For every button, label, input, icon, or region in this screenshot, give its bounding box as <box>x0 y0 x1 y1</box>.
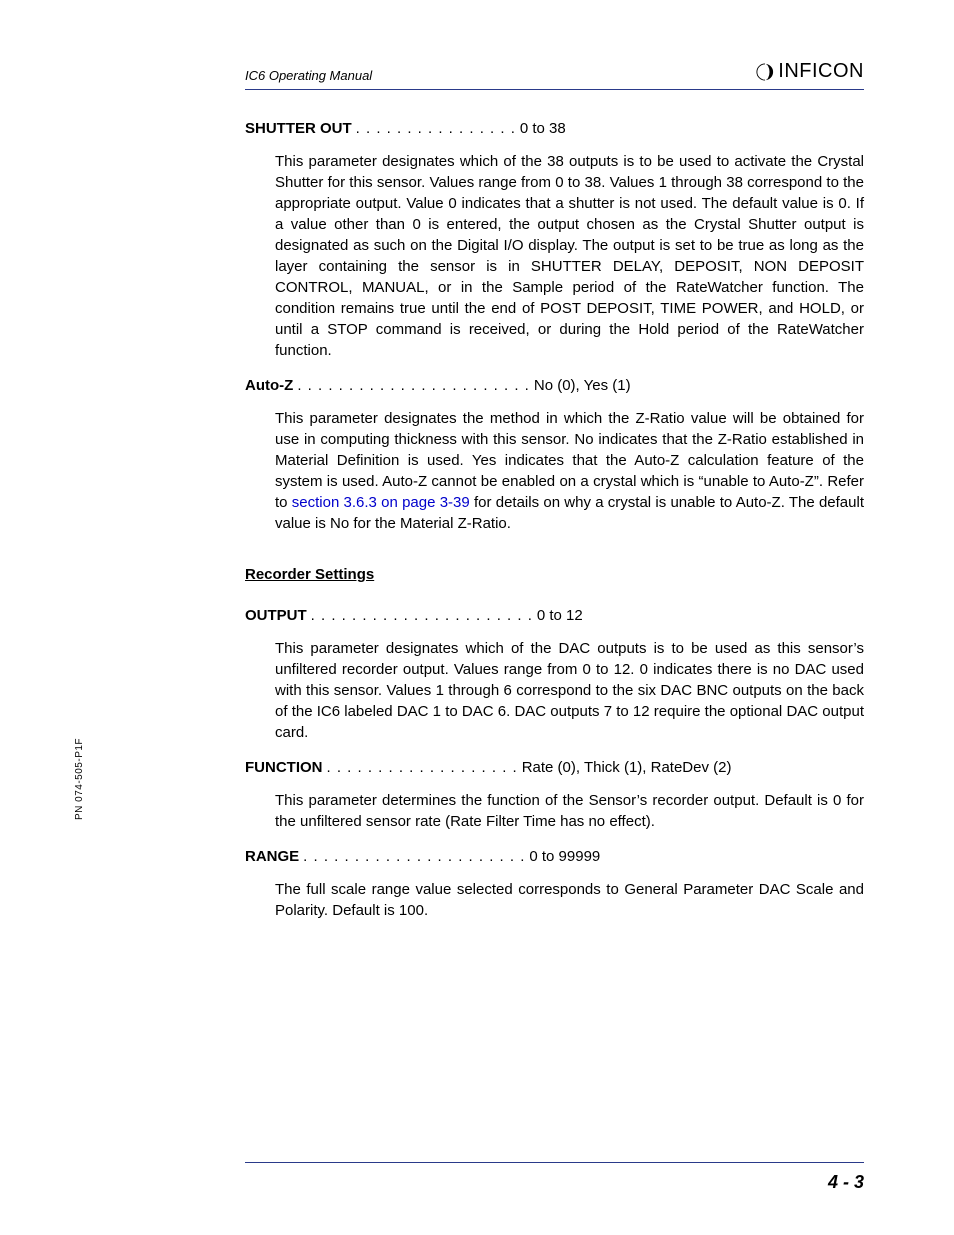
cross-ref-link[interactable]: section 3.6.3 on page 3-39 <box>292 494 470 511</box>
param-range: 0 to 38 <box>520 118 566 139</box>
brand-name: INFICON <box>778 60 864 83</box>
page-number: 4 - 3 <box>828 1172 864 1193</box>
param-auto-z-body: This parameter designates the method in … <box>275 408 864 534</box>
param-range: No (0), Yes (1) <box>534 375 631 396</box>
brand-logo: INFICON <box>756 60 864 83</box>
param-name: Auto-Z <box>245 375 293 396</box>
param-output-head: OUTPUT . . . . . . . . . . . . . . . . .… <box>245 605 864 626</box>
param-range-body: The full scale range value selected corr… <box>275 879 864 921</box>
param-function-body: This parameter determines the function o… <box>275 790 864 832</box>
param-name: RANGE <box>245 846 299 867</box>
page: IC6 Operating Manual INFICON SHUTTER OUT… <box>0 0 954 1235</box>
param-name: FUNCTION <box>245 757 323 778</box>
dot-leader: . . . . . . . . . . . . . . . . . . . <box>323 757 522 778</box>
param-name: SHUTTER OUT <box>245 118 352 139</box>
param-function-head: FUNCTION . . . . . . . . . . . . . . . .… <box>245 757 864 778</box>
content-body: SHUTTER OUT . . . . . . . . . . . . . . … <box>245 118 864 921</box>
param-shutter-out-head: SHUTTER OUT . . . . . . . . . . . . . . … <box>245 118 864 139</box>
dot-leader: . . . . . . . . . . . . . . . . . . . . … <box>293 375 534 396</box>
manual-title: IC6 Operating Manual <box>245 68 372 83</box>
footer-rule <box>245 1162 864 1163</box>
part-number-vertical: PN 074-505-P1F <box>74 738 85 820</box>
param-range: 0 to 12 <box>537 605 583 626</box>
param-name: OUTPUT <box>245 605 307 626</box>
page-header: IC6 Operating Manual INFICON <box>245 60 864 90</box>
recorder-settings-heading: Recorder Settings <box>245 564 374 585</box>
param-shutter-out-body: This parameter designates which of the 3… <box>275 151 864 361</box>
param-output-body: This parameter designates which of the D… <box>275 638 864 743</box>
param-range: Rate (0), Thick (1), RateDev (2) <box>522 757 732 778</box>
dot-leader: . . . . . . . . . . . . . . . . <box>352 118 520 139</box>
dot-leader: . . . . . . . . . . . . . . . . . . . . … <box>299 846 529 867</box>
param-range: 0 to 99999 <box>529 846 600 867</box>
dot-leader: . . . . . . . . . . . . . . . . . . . . … <box>307 605 537 626</box>
param-auto-z-head: Auto-Z . . . . . . . . . . . . . . . . .… <box>245 375 864 396</box>
param-range-head: RANGE . . . . . . . . . . . . . . . . . … <box>245 846 864 867</box>
logo-icon <box>756 63 774 81</box>
